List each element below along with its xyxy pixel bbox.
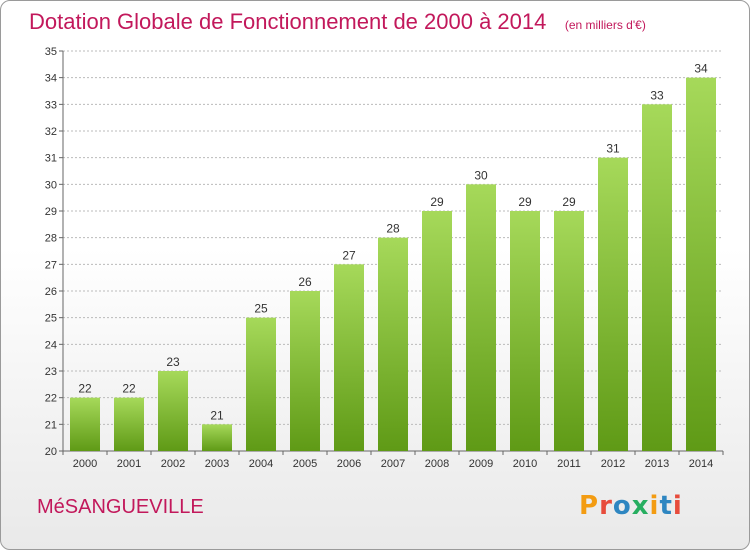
data-label: 30 (474, 168, 488, 182)
logo-letter: i (649, 491, 660, 521)
bar (686, 77, 716, 452)
bar (422, 211, 452, 451)
y-tick-label: 32 (45, 126, 57, 138)
data-label: 22 (78, 382, 92, 396)
x-tick-label: 2001 (117, 458, 141, 470)
x-tick-label: 2011 (557, 458, 581, 470)
data-label: 34 (694, 62, 708, 76)
y-tick-label: 22 (45, 393, 57, 405)
bar (466, 184, 496, 452)
logo-letter: P (579, 491, 600, 521)
y-tick-label: 21 (45, 419, 57, 431)
bar (378, 237, 408, 451)
y-tick-label: 20 (45, 446, 57, 458)
y-tick-label: 30 (45, 179, 57, 191)
data-label: 33 (650, 88, 664, 102)
data-label: 21 (210, 408, 224, 422)
y-tick-label: 24 (45, 339, 57, 351)
y-tick-label: 29 (45, 206, 57, 218)
y-tick-label: 26 (45, 286, 57, 298)
y-tick-label: 25 (45, 313, 57, 325)
y-tick-label: 33 (45, 99, 57, 111)
y-tick-label: 28 (45, 233, 57, 245)
bar (334, 264, 364, 451)
y-tick-label: 34 (45, 73, 57, 85)
x-tick-label: 2003 (205, 458, 229, 470)
logo-letter: r (599, 491, 613, 521)
labels: 22 2000 22 2001 23 2002 21 2003 25 2004 26 2005 27 20… (73, 62, 713, 470)
bar (246, 317, 276, 451)
data-label: 29 (430, 195, 444, 209)
x-tick-label: 2007 (381, 458, 405, 470)
x-tick-label: 2012 (601, 458, 625, 470)
logo-letter: x (631, 491, 650, 521)
bar (598, 157, 628, 451)
bar (290, 291, 320, 451)
data-label: 25 (254, 302, 268, 316)
bar (202, 424, 232, 451)
chart-title: Dotation Globale de Fonctionnement de 20… (29, 9, 547, 34)
bar (642, 104, 672, 451)
commune-name: MéSANGUEVILLE (37, 496, 204, 518)
data-label: 28 (386, 222, 400, 236)
y-tick-label: 35 (45, 46, 57, 58)
bars (70, 77, 716, 452)
data-label: 23 (166, 355, 180, 369)
x-tick-label: 2002 (161, 458, 185, 470)
axes: 20 21 22 23 24 25 26 27 28 29 30 31 32 33 34 35 (45, 46, 724, 458)
data-label: 26 (298, 275, 312, 289)
bar (554, 211, 584, 451)
x-tick-label: 2000 (73, 458, 97, 470)
bar (158, 371, 188, 451)
bar (510, 211, 540, 451)
logo-letter: o (612, 491, 632, 521)
x-tick-label: 2014 (689, 458, 713, 470)
proxiti-logo[interactable]: Proxiti (579, 491, 683, 521)
data-label: 29 (518, 195, 532, 209)
y-tick-label: 31 (45, 153, 57, 165)
x-tick-label: 2009 (469, 458, 493, 470)
y-tick-label: 23 (45, 366, 57, 378)
bar (114, 397, 144, 451)
x-tick-label: 2004 (249, 458, 273, 470)
data-label: 27 (342, 248, 356, 262)
x-tick-label: 2008 (425, 458, 449, 470)
x-tick-label: 2006 (337, 458, 361, 470)
chart-subtitle: (en milliers d'€) (564, 18, 646, 32)
title-row: Dotation Globale de Fonctionnement de 20… (29, 9, 646, 35)
data-label: 31 (606, 142, 620, 156)
data-label: 29 (562, 195, 576, 209)
logo-letter: t (659, 491, 673, 521)
x-tick-label: 2005 (293, 458, 317, 470)
logo-letter: i (672, 491, 683, 521)
data-label: 22 (122, 382, 136, 396)
x-tick-label: 2010 (513, 458, 537, 470)
y-tick-label: 27 (45, 259, 57, 271)
x-tick-label: 2013 (645, 458, 669, 470)
bar (70, 397, 100, 451)
